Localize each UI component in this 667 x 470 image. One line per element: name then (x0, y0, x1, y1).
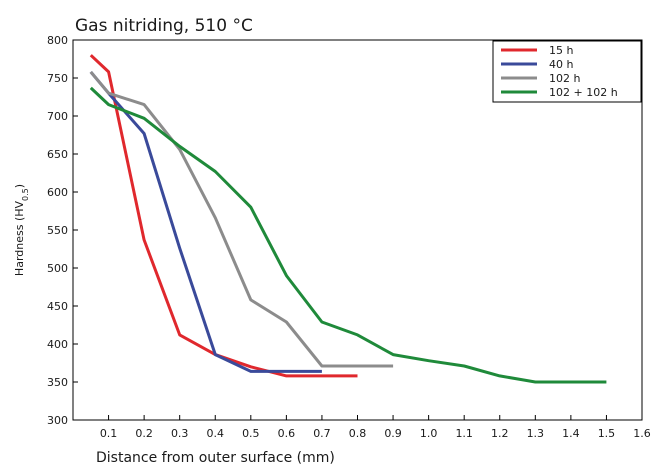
x-tick-label: 1.1 (455, 427, 473, 440)
x-tick-label: 1.4 (562, 427, 580, 440)
series-line-2 (89, 70, 322, 373)
x-tick-label: 0.6 (278, 427, 296, 440)
x-tick-label: 0.9 (384, 427, 402, 440)
legend-label: 15 h (549, 44, 573, 57)
x-axis-label: Distance from outer surface (mm) (96, 450, 335, 466)
chart-title: Gas nitriding, 510 °C (75, 16, 253, 36)
y-axis-label-main: Hardness (HV (13, 200, 26, 276)
x-tick-label: 0.4 (207, 427, 225, 440)
x-tick-label: 1.5 (598, 427, 616, 440)
plot-frame (72, 39, 643, 421)
legend-label: 40 h (549, 58, 573, 71)
y-axis-label: Hardness (HV0.5) (13, 184, 30, 276)
x-axis: 0.1 0.2 0.3 0.4 0.5 0.6 0.7 0.8 0.9 1.0 1.1 1.2 1.3 1… (100, 415, 651, 440)
x-tick-label: 0.7 (313, 427, 331, 440)
x-tick-label: 1.2 (491, 427, 509, 440)
series-layer (89, 54, 607, 384)
legend-label: 102 h (549, 72, 580, 85)
x-tick-label: 1.6 (633, 427, 651, 440)
y-axis: 300 350 400 450 500 550 600 650 700 750 800 (47, 34, 78, 427)
y-tick-label: 350 (47, 376, 68, 389)
x-tick-label: 0.5 (242, 427, 260, 440)
legend-label: 102 + 102 h (549, 86, 618, 99)
series-line-1 (89, 54, 358, 378)
y-tick-label: 300 (47, 414, 68, 427)
y-tick-label: 400 (47, 338, 68, 351)
x-tick-label: 1.3 (527, 427, 545, 440)
y-tick-label: 500 (47, 262, 68, 275)
x-tick-label: 1.0 (420, 427, 438, 440)
x-tick-label: 0.1 (100, 427, 118, 440)
series-line-4 (89, 86, 607, 384)
x-tick-label: 0.3 (171, 427, 189, 440)
y-axis-label-subscript: 0.5 (21, 188, 30, 201)
y-tick-label: 800 (47, 34, 68, 47)
y-tick-label: 600 (47, 186, 68, 199)
y-tick-label: 750 (47, 72, 68, 85)
y-tick-label: 650 (47, 148, 68, 161)
y-tick-label: 450 (47, 300, 68, 313)
y-tick-label: 550 (47, 224, 68, 237)
series-line-3 (89, 70, 394, 368)
y-tick-label: 700 (47, 110, 68, 123)
x-tick-label: 0.8 (349, 427, 367, 440)
x-tick-label: 0.2 (135, 427, 153, 440)
y-axis-label-close: ) (13, 184, 26, 188)
